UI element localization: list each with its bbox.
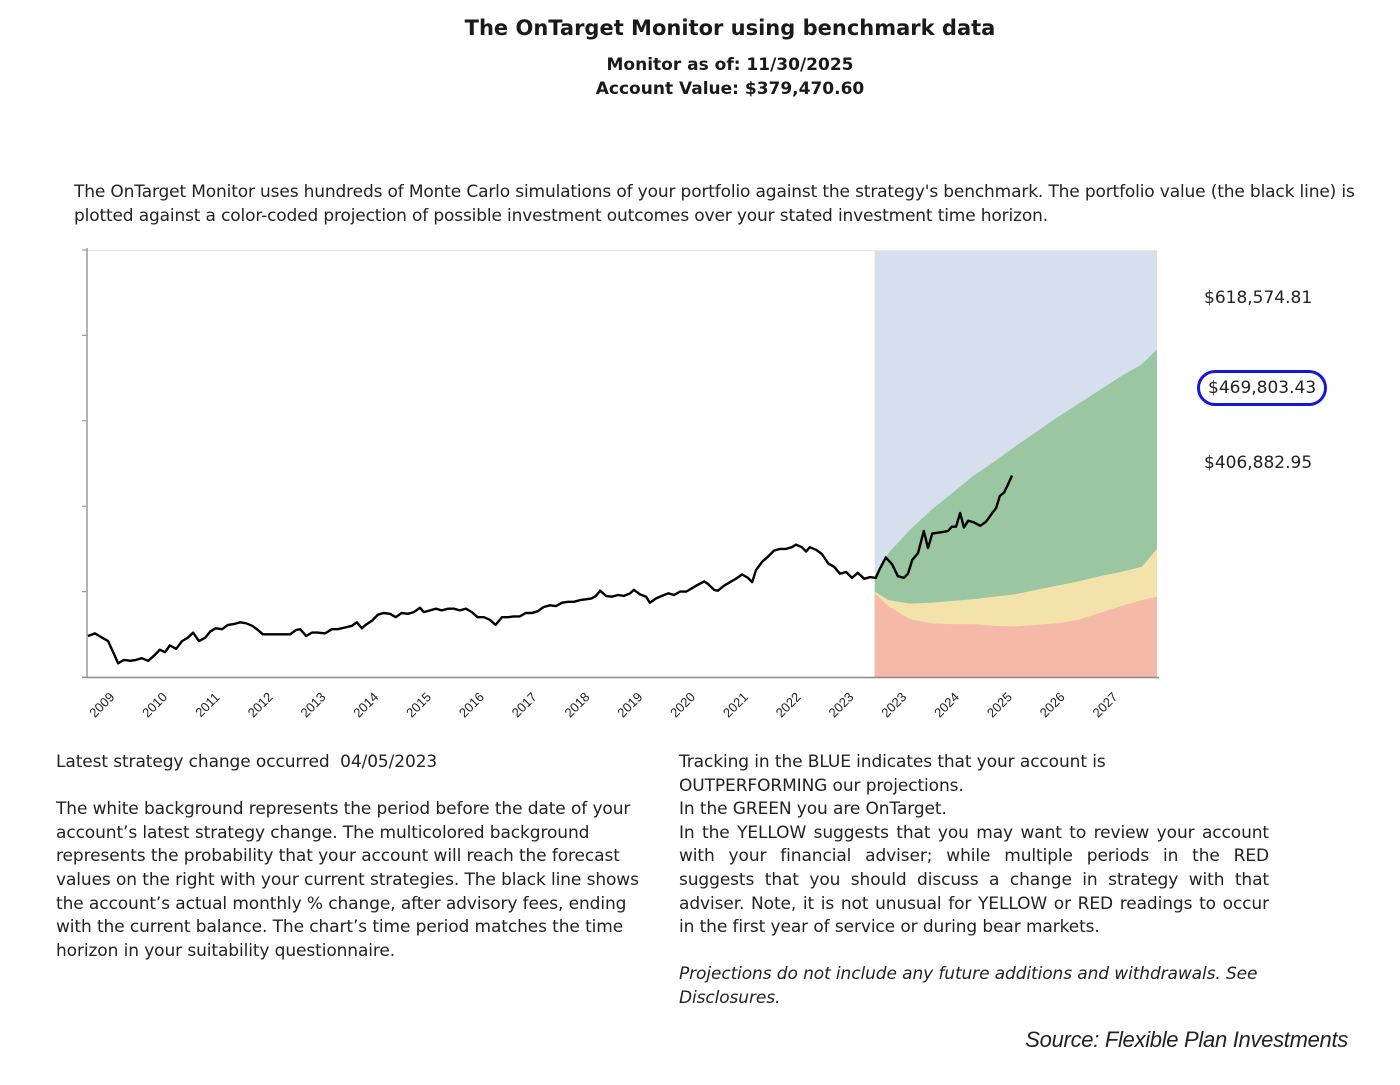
x-tick-label: 2011: [192, 690, 222, 720]
x-tick-label: 2023: [825, 689, 856, 720]
projection-disclaimer: Projections do not include any future ad…: [679, 964, 1258, 1008]
x-tick-label: 2022: [773, 689, 804, 720]
account-value: Account Value: $379,470.60: [595, 79, 865, 99]
x-tick-label: 2018: [561, 689, 592, 720]
strategy-change-text: Latest strategy change occurred 04/05/20…: [56, 752, 438, 772]
intro-text: The OnTarget Monitor uses hundreds of Mo…: [74, 182, 1355, 226]
projection-label-blue: $618,574.81: [1204, 288, 1313, 308]
axes: [82, 248, 1159, 679]
x-tick-label: 2019: [614, 689, 645, 720]
green-explanation: In the GREEN you are OnTarget.: [679, 799, 947, 820]
x-tick-label: 2014: [350, 689, 381, 720]
band-red: [874, 593, 1157, 677]
x-tick-label: 2015: [403, 689, 434, 720]
projection-label-green-circled: $469,803.43: [1197, 370, 1328, 406]
account-value-line: [87, 475, 1014, 665]
x-tick-label: 2026: [1037, 689, 1068, 720]
projection-bands: [874, 250, 1157, 677]
right-explanation: Tracking in the BLUE indicates that your…: [679, 751, 1269, 1011]
blue-explanation: Tracking in the BLUE indicates that your…: [679, 752, 1106, 796]
x-tick-labels: 2009 2010 2011 2012 2013 2014 2015 2016 2017 2018…: [86, 689, 1120, 720]
x-tick-label: 2012: [245, 689, 276, 720]
left-explanation: Latest strategy change occurred 04/05/20…: [56, 751, 656, 963]
x-tick-label: 2010: [139, 689, 170, 720]
account-line-layer: [87, 475, 1014, 665]
projection-label-yellow: $406,882.95: [1204, 453, 1313, 473]
yellow-red-explanation: In the YELLOW suggests that you may want…: [679, 822, 1269, 938]
page-title: The OnTarget Monitor using benchmark dat…: [464, 16, 996, 40]
x-tick-label: 2009: [86, 689, 117, 720]
x-tick-label: 2021: [720, 689, 751, 720]
background-description: The white background represents the peri…: [56, 799, 639, 961]
monitor-date: Monitor as of: 11/30/2025: [606, 55, 854, 75]
x-tick-label: 2016: [456, 689, 487, 720]
x-tick-label: 2025: [984, 689, 1015, 720]
source-credit: Source: Flexible Plan Investments: [1025, 1027, 1348, 1052]
x-tick-label: 2017: [509, 689, 540, 720]
x-tick-label: 2027: [1089, 689, 1120, 720]
x-tick-label: 2024: [931, 689, 962, 720]
x-tick-label: 2023: [878, 689, 909, 720]
x-tick-label: 2020: [667, 689, 698, 720]
x-tick-label: 2013: [297, 689, 328, 720]
ontarget-chart: 2009 2010 2011 2012 2013 2014 2015 2016 2017 2018…: [82, 248, 1159, 720]
